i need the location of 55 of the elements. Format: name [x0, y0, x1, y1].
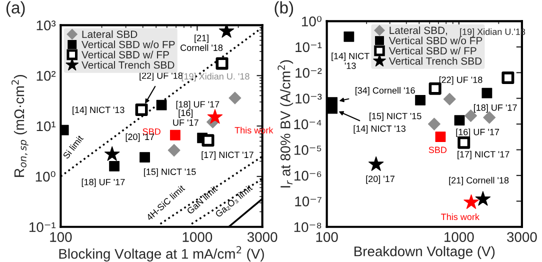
x-tick-label: 3000 [507, 232, 537, 242]
x-tick-label: 1000 [182, 232, 212, 242]
x-tick-label: 3000 [247, 232, 278, 242]
x-tick-label: 100 [316, 232, 338, 242]
annotation: [18] UF '17 [82, 178, 125, 188]
annotation: [14] NICT '13 [354, 125, 406, 134]
annotation: [20] '17 [126, 133, 154, 142]
y-tick-label: 10⁰ [302, 16, 322, 26]
annotation: SBD [428, 146, 447, 154]
annotation: [21] Cornell '18 [449, 176, 509, 186]
y-tick-label: 10⁻⁸ [294, 222, 322, 232]
annotation: [18] UF '17 [474, 104, 517, 113]
legend-label: Lateral SBD, [390, 26, 447, 36]
y-tick-label: 10⁰ [36, 171, 56, 182]
chart-title: (b) [274, 1, 294, 17]
annotation: [15] NICT '15 [144, 168, 196, 177]
legend-label: Lateral SBD [82, 30, 138, 38]
annotation: SBD [142, 128, 160, 135]
x-tick-label: 1000 [444, 232, 474, 242]
annotation: [20] '17 [366, 175, 394, 184]
x-axis-title: Breakdown Voltage (V) [354, 246, 495, 260]
y-tick-label: 10⁻⁷ [295, 196, 322, 206]
annotation: [14] NICT '13 [72, 106, 124, 115]
y-tick-label: 10⁻³ [296, 94, 322, 104]
y-tick-label: 10³ [36, 20, 56, 30]
y-tick-label: 10⁻² [296, 68, 322, 78]
y-tick-label: 10⁻¹ [296, 42, 322, 52]
annotation: [19] Xidian U. '18 [182, 72, 250, 82]
y-tick-label: 10⁻¹ [30, 222, 56, 232]
y-tick-label: 10⁻⁴ [294, 119, 322, 130]
y-tick-label: 10⁻⁵ [294, 145, 322, 155]
annotation: [16] UF '17 [456, 128, 500, 138]
legend-label: Vertical SBD w/o FP [388, 36, 482, 44]
y-tick-label: 10⁻⁶ [294, 170, 322, 181]
annotation: This work [441, 213, 480, 220]
y-tick-label: 10¹ [36, 121, 56, 132]
annotation: [15] NICT '15 [370, 112, 422, 122]
y-tick-label: 10² [36, 70, 56, 81]
y-axis-title: R$_{on,sp}$ (mΩ·cm$^{2}$) [11, 75, 28, 177]
legend-label: Vertical SBD w/ FP [82, 50, 169, 58]
annotation: [34] Cornell '16 [355, 87, 415, 96]
annotation: [17] NICT '17 [458, 150, 510, 160]
x-axis-title: Blocking Voltage at 1 mA/cm$^{2}$ (V) [59, 246, 264, 262]
x-tick-label: 100 [50, 232, 72, 242]
legend-label: Vertical Trench SBD [82, 61, 174, 69]
annotation: [16] UF '17 [173, 109, 198, 126]
legend-label: Vertical Trench SBD [388, 57, 482, 65]
annotation: [17] NICT '17 [202, 151, 254, 160]
y-axis-title: I$_{r}$ at 80% BV (A/cm$^{2}$) [278, 60, 294, 188]
annotation: [18] UF '17 [176, 100, 220, 110]
annotation: [21] Cornell '18 [180, 34, 223, 51]
legend-label: Vertical SBD w/ FP [388, 46, 476, 55]
chart-title: (a) [6, 1, 25, 17]
annotation: [14] NICT '13 [332, 52, 370, 69]
legend-label: Vertical SBD w/o FP [82, 40, 175, 48]
